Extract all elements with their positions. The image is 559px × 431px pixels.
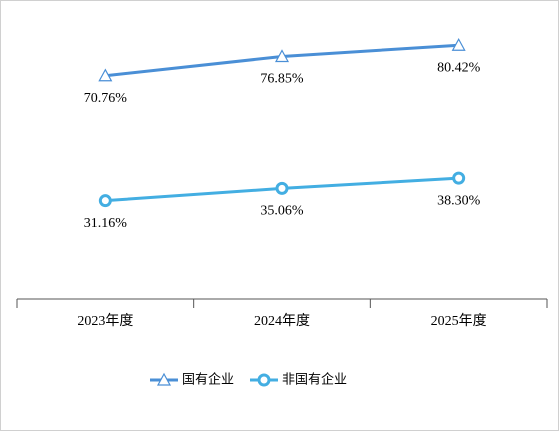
data-label: 31.16% xyxy=(84,216,128,231)
data-label: 70.76% xyxy=(84,91,128,106)
legend-marker xyxy=(156,372,172,386)
x-tick-label: 2025年度 xyxy=(431,313,487,329)
data-label: 76.85% xyxy=(260,72,304,87)
x-tick-label: 2024年度 xyxy=(254,313,310,329)
data-point xyxy=(451,37,466,51)
data-point xyxy=(274,49,290,63)
data-point xyxy=(98,194,112,208)
data-point xyxy=(452,171,466,185)
data-label: 35.06% xyxy=(260,204,304,219)
data-point xyxy=(275,181,289,195)
legend-label: 非国有企业 xyxy=(282,372,347,388)
legend: 国有企业 非国有企业 xyxy=(150,372,347,388)
x-tick-label: 2023年度 xyxy=(77,313,133,329)
legend-label: 国有企业 xyxy=(182,372,234,388)
legend-marker xyxy=(257,373,271,387)
data-label: 80.42% xyxy=(437,60,481,75)
data-point xyxy=(98,68,113,82)
data-label: 38.30% xyxy=(437,193,481,208)
